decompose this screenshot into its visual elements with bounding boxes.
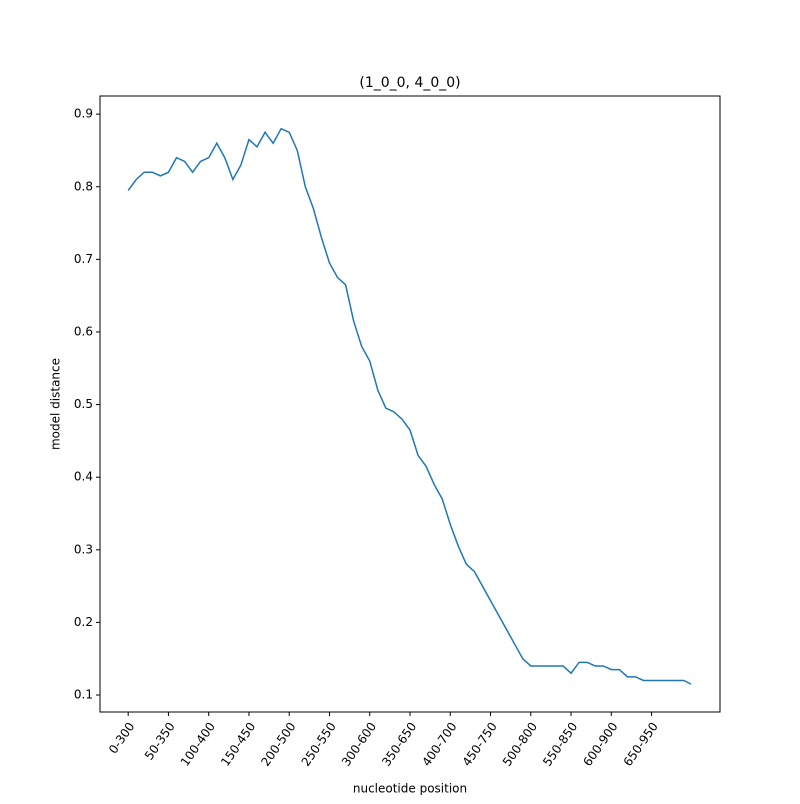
x-tick-label: 300-600 bbox=[339, 720, 379, 769]
y-tick-label: 0.5 bbox=[74, 397, 93, 411]
x-tick-label: 250-550 bbox=[299, 720, 339, 769]
y-tick-label: 0.1 bbox=[74, 688, 93, 702]
y-tick-label: 0.4 bbox=[74, 470, 93, 484]
y-axis-label: model distance bbox=[49, 358, 63, 450]
x-tick-label: 650-950 bbox=[621, 720, 661, 769]
x-tick-label: 50-350 bbox=[142, 720, 178, 763]
x-tick-label: 450-750 bbox=[460, 720, 500, 769]
y-tick-label: 0.8 bbox=[74, 179, 93, 193]
x-tick-label: 350-650 bbox=[379, 720, 419, 769]
x-tick-label: 400-700 bbox=[419, 720, 459, 769]
chart-title: (1_0_0, 4_0_0) bbox=[359, 75, 460, 91]
y-tick-label: 0.7 bbox=[74, 252, 93, 266]
y-tick-label: 0.6 bbox=[74, 324, 93, 338]
y-tick-label: 0.3 bbox=[74, 542, 93, 556]
plot-frame bbox=[99, 95, 721, 713]
x-tick-label: 550-850 bbox=[540, 720, 580, 769]
y-tick-label: 0.9 bbox=[74, 107, 93, 121]
x-tick-label: 200-500 bbox=[258, 720, 298, 769]
x-tick-label: 500-800 bbox=[500, 720, 540, 769]
x-axis-label: nucleotide position bbox=[353, 782, 467, 796]
y-tick-label: 0.2 bbox=[74, 615, 93, 629]
x-tick-label: 600-900 bbox=[580, 720, 620, 769]
x-tick-label: 150-450 bbox=[218, 720, 258, 769]
x-tick-label: 100-400 bbox=[178, 720, 218, 769]
x-tick-label: 0-300 bbox=[106, 720, 137, 757]
data-line bbox=[127, 127, 692, 685]
